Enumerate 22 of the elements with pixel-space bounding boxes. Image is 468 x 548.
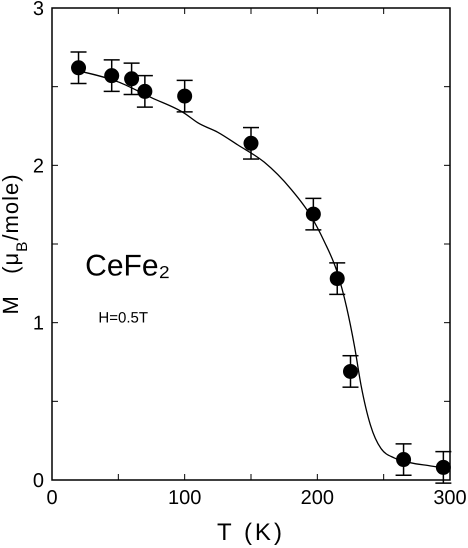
point — [396, 452, 412, 468]
y-tick-label: 3 — [32, 0, 44, 20]
x-tick-label: 0 — [46, 487, 58, 509]
point — [71, 60, 86, 76]
point — [436, 460, 451, 475]
point — [244, 136, 258, 151]
point — [306, 206, 321, 222]
annotation: CeFe₂ — [85, 249, 170, 282]
annotation: H=0.5T — [98, 310, 148, 327]
x-tick-label: 200 — [300, 487, 334, 509]
point — [137, 84, 152, 99]
point — [104, 68, 120, 84]
x-tick-label: 100 — [168, 487, 202, 509]
y-tick-label: 1 — [32, 312, 44, 335]
x-tick-label: 300 — [433, 487, 467, 509]
point — [330, 271, 345, 286]
y-tick-label: 0 — [32, 470, 44, 492]
point — [124, 71, 140, 86]
point — [343, 364, 358, 379]
y-tick-label: 2 — [32, 155, 44, 178]
x-axis-title: T (K) — [217, 519, 285, 546]
point — [177, 88, 192, 104]
